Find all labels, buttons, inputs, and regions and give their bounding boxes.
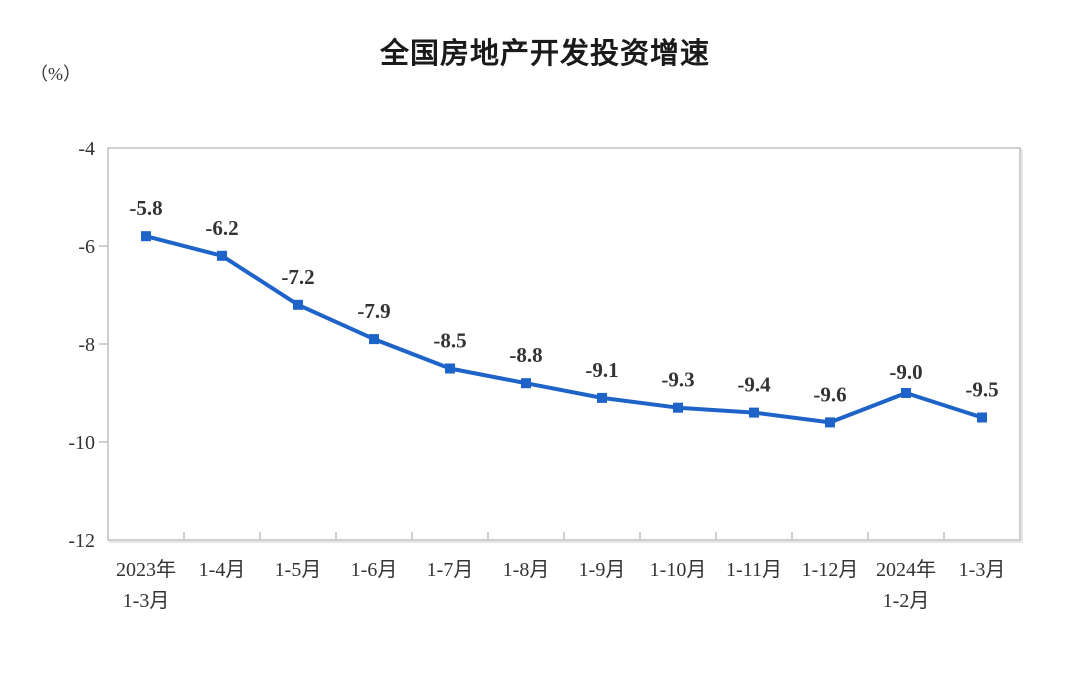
x-axis-label: 1-9月 — [579, 559, 626, 581]
data-point-label: -9.0 — [889, 360, 922, 384]
y-axis-label: -6 — [78, 236, 95, 258]
x-axis-label: 2024年 — [876, 558, 936, 581]
y-axis-label: -12 — [68, 530, 95, 552]
data-point-marker — [673, 402, 683, 413]
data-point-marker — [597, 392, 607, 403]
data-point-marker — [521, 378, 531, 389]
data-point-label: -7.9 — [357, 299, 390, 323]
x-axis-label: 1-5月 — [275, 559, 322, 581]
x-axis-label: 1-7月 — [427, 559, 474, 581]
x-axis-label: 1-10月 — [650, 559, 707, 581]
data-point-label: -8.8 — [509, 343, 542, 367]
data-point-marker — [293, 299, 303, 310]
data-point-label: -8.5 — [433, 329, 466, 353]
x-axis-label: 2023年 — [116, 558, 176, 581]
data-point-label: -7.2 — [281, 265, 314, 289]
plot-area-border — [107, 147, 1021, 541]
x-axis-label: 1-6月 — [351, 559, 398, 581]
data-point-marker — [825, 417, 835, 428]
data-point-label: -6.2 — [205, 216, 238, 240]
y-axis-label: -10 — [68, 432, 95, 454]
x-axis-label: 1-4月 — [199, 559, 246, 581]
y-axis-label: -8 — [78, 334, 95, 356]
data-line — [144, 234, 984, 425]
data-point-label: -9.1 — [585, 358, 618, 382]
x-axis-label: 1-3月 — [123, 590, 170, 612]
data-point-marker — [445, 363, 455, 374]
data-point-marker — [749, 407, 759, 418]
x-axis-label: 1-8月 — [503, 559, 550, 581]
y-axis-label: -4 — [78, 138, 95, 160]
chart-title: 全国房地产开发投资增速 — [379, 38, 710, 70]
data-point-marker — [901, 388, 911, 398]
data-point-marker — [217, 250, 227, 261]
data-point-label: -9.3 — [661, 368, 694, 392]
x-axis-label: 1-12月 — [802, 559, 859, 581]
data-point-marker — [977, 412, 987, 423]
y-axis-unit-label: （%） — [30, 64, 81, 84]
data-point-label: -5.8 — [129, 196, 162, 220]
x-axis-label: 1-2月 — [883, 590, 930, 612]
data-point-label: -9.4 — [737, 373, 771, 397]
data-point-marker — [141, 231, 151, 242]
x-axis-label: 1-11月 — [726, 559, 782, 581]
data-point-marker — [369, 334, 379, 345]
x-axis-label: 1-3月 — [959, 559, 1006, 581]
data-point-label: -9.6 — [813, 382, 846, 406]
data-point-label: -9.5 — [965, 378, 998, 402]
